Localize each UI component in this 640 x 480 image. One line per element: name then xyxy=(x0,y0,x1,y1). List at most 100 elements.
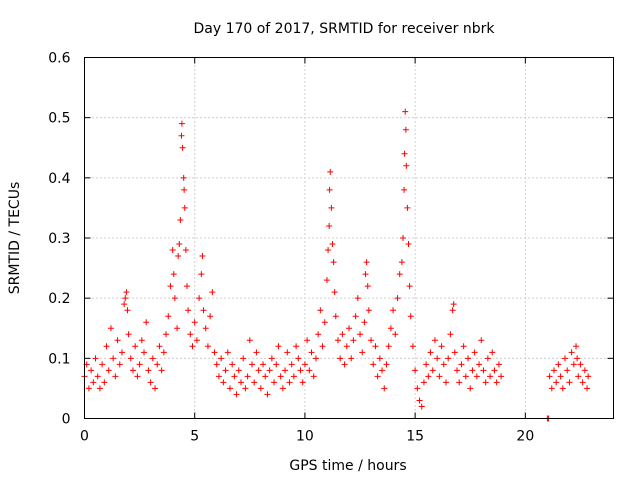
data-point xyxy=(199,253,206,260)
data-point xyxy=(290,373,297,380)
data-point xyxy=(574,355,581,362)
data-point xyxy=(229,361,236,368)
y-tick-label: 0.4 xyxy=(48,171,70,187)
data-point xyxy=(400,235,407,241)
data-point xyxy=(363,259,370,266)
data-point xyxy=(85,385,92,392)
data-point xyxy=(273,361,280,368)
data-point xyxy=(553,379,560,386)
data-point xyxy=(392,331,399,338)
data-point xyxy=(423,361,430,368)
data-point xyxy=(196,295,203,302)
data-point xyxy=(327,168,334,175)
data-point xyxy=(180,174,187,181)
data-point xyxy=(231,373,238,380)
data-point xyxy=(116,361,123,368)
data-point xyxy=(405,241,412,248)
data-point xyxy=(484,355,491,362)
data-point xyxy=(264,391,271,398)
data-point xyxy=(105,367,112,374)
data-point xyxy=(562,355,569,362)
data-point xyxy=(178,120,185,127)
data-point xyxy=(107,325,114,332)
data-point xyxy=(145,367,152,374)
data-point xyxy=(237,379,244,386)
data-point xyxy=(191,319,198,326)
data-point xyxy=(193,337,200,344)
data-point xyxy=(451,349,458,356)
data-point xyxy=(323,277,330,284)
data-point xyxy=(402,126,409,133)
data-point xyxy=(175,253,182,260)
data-point xyxy=(372,343,379,350)
data-point xyxy=(282,367,289,374)
data-point xyxy=(498,373,505,380)
data-point xyxy=(112,373,119,380)
data-point xyxy=(434,355,441,362)
data-point xyxy=(165,313,172,320)
data-point xyxy=(103,343,110,350)
data-point xyxy=(114,337,121,344)
data-point xyxy=(396,271,403,278)
data-point xyxy=(460,343,467,350)
data-point xyxy=(387,325,394,332)
data-point xyxy=(123,289,130,296)
data-point xyxy=(364,283,371,290)
data-point xyxy=(132,343,139,350)
data-point xyxy=(189,343,196,350)
data-point xyxy=(170,271,177,278)
data-point xyxy=(564,367,571,374)
data-point xyxy=(361,319,368,326)
data-point xyxy=(94,373,101,380)
data-point xyxy=(427,349,434,356)
data-point xyxy=(179,144,186,151)
data-point xyxy=(149,355,156,362)
data-point xyxy=(213,361,220,368)
data-point xyxy=(379,367,386,374)
data-point xyxy=(573,343,580,350)
data-point xyxy=(92,355,99,362)
y-tick-label: 0.5 xyxy=(48,111,70,127)
data-point xyxy=(299,379,306,386)
data-point xyxy=(279,385,286,392)
data-point xyxy=(454,367,461,374)
data-point xyxy=(124,307,131,314)
data-point xyxy=(266,367,273,374)
data-point xyxy=(317,307,324,314)
data-point xyxy=(251,379,258,386)
data-point xyxy=(178,132,185,139)
data-point xyxy=(334,337,341,344)
data-point xyxy=(220,379,227,386)
data-point xyxy=(332,313,339,320)
data-point xyxy=(480,367,487,374)
y-axis-title: SRMTID / TECUs xyxy=(7,182,23,295)
data-point xyxy=(202,325,209,332)
data-point xyxy=(331,289,338,296)
data-point xyxy=(362,271,369,278)
data-point xyxy=(268,355,275,362)
data-point xyxy=(301,361,308,368)
data-point xyxy=(354,295,361,302)
data-point xyxy=(156,343,163,350)
data-point xyxy=(456,379,463,386)
data-point xyxy=(169,247,176,254)
x-tick-label: 0 xyxy=(80,429,89,445)
data-point xyxy=(406,283,413,290)
data-point xyxy=(420,379,427,386)
data-point xyxy=(584,385,591,392)
data-point xyxy=(467,385,474,392)
data-point xyxy=(385,343,392,350)
data-point xyxy=(304,337,311,344)
data-point xyxy=(425,373,432,380)
data-point xyxy=(308,349,315,356)
data-point xyxy=(376,355,383,362)
data-point xyxy=(381,385,388,392)
data-point xyxy=(546,373,553,380)
data-point xyxy=(262,373,269,380)
data-point xyxy=(412,367,419,374)
data-point xyxy=(271,379,278,386)
data-point xyxy=(462,373,469,380)
data-point xyxy=(368,337,375,344)
data-point xyxy=(286,379,293,386)
data-point xyxy=(204,343,211,350)
